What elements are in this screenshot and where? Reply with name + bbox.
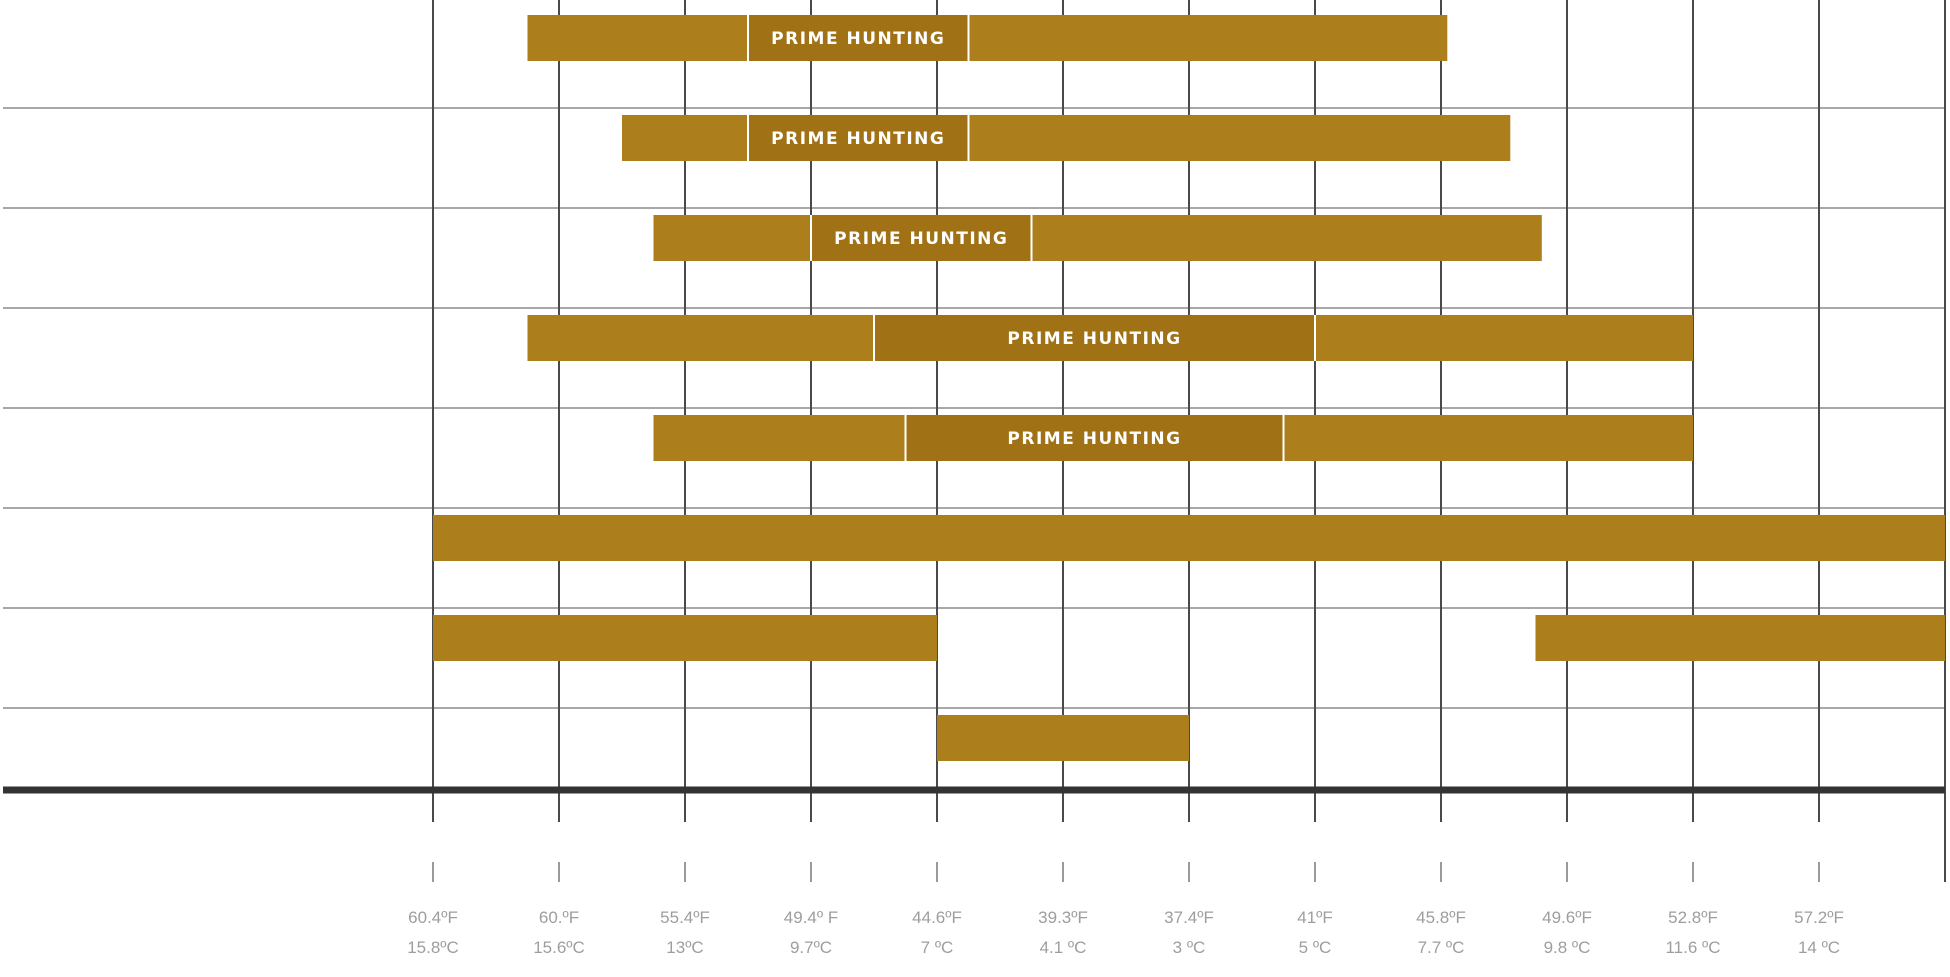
range-bar <box>653 215 1542 261</box>
x-tick-label-celsius: 14 ºC <box>1798 938 1840 957</box>
prime-hunting-label: PRIME HUNTING <box>1007 429 1181 449</box>
bars-layer: PRIME HUNTING PRIME HUNTING PRIME HUNTING P… <box>433 15 1945 761</box>
x-tick-label-celsius: 9.8 ºC <box>1544 938 1591 957</box>
x-tick-label-celsius: 5 ºC <box>1299 938 1332 957</box>
x-tick-label-celsius: 9.7ºC <box>790 938 832 957</box>
x-tick-label-celsius: 7.7 ºC <box>1418 938 1465 957</box>
prime-hunting-segment <box>811 215 1032 261</box>
x-axis-tick-labels: 60.4ºF 15.8ºC 60.ºF 15.6ºC 55.4ºF 13ºC 49.4º F… <box>407 908 1844 957</box>
prime-hunting-segment <box>874 315 1315 361</box>
prime-hunting-label: PRIME HUNTING <box>771 129 945 149</box>
x-tick-label-celsius: 15.8ºC <box>407 938 459 957</box>
range-bar <box>1535 615 1945 661</box>
x-tick-label-fahrenheit: 44.6ºF <box>912 908 962 927</box>
range-bar <box>433 615 937 661</box>
x-tick-label-celsius: 3 ºC <box>1173 938 1206 957</box>
x-tick-label-celsius: 11.6 ºC <box>1665 938 1720 957</box>
range-bar <box>527 15 1448 61</box>
x-tick-label-fahrenheit: 52.8ºF <box>1668 908 1718 927</box>
x-tick-label-fahrenheit: 60.4ºF <box>408 908 458 927</box>
x-axis-ticks <box>432 862 1820 882</box>
x-tick-label-fahrenheit: 60.ºF <box>539 908 579 927</box>
prime-hunting-segment <box>905 415 1284 461</box>
x-tick-label-celsius: 4.1 ºC <box>1040 938 1087 957</box>
x-tick-label-celsius: 15.6ºC <box>533 938 585 957</box>
x-tick-label-fahrenheit: 39.3ºF <box>1038 908 1088 927</box>
x-tick-label-fahrenheit: 49.6ºF <box>1542 908 1592 927</box>
horizontal-gridlines <box>3 107 1945 709</box>
prime-hunting-segment <box>748 15 969 61</box>
x-tick-label-celsius: 13ºC <box>666 938 703 957</box>
x-tick-label-fahrenheit: 57.2ºF <box>1794 908 1844 927</box>
x-tick-label-fahrenheit: 37.4ºF <box>1164 908 1214 927</box>
prime-hunting-label: PRIME HUNTING <box>1007 329 1181 349</box>
prime-hunting-label: PRIME HUNTING <box>834 229 1008 249</box>
prime-hunting-label: PRIME HUNTING <box>771 29 945 49</box>
x-tick-label-fahrenheit: 45.8ºF <box>1416 908 1466 927</box>
prime-hunting-segment <box>748 115 969 161</box>
range-bar <box>937 715 1189 761</box>
x-tick-label-fahrenheit: 41ºF <box>1297 908 1333 927</box>
x-tick-label-fahrenheit: 49.4º F <box>784 908 838 927</box>
x-tick-label-celsius: 7 ºC <box>921 938 954 957</box>
range-bar <box>433 515 1945 561</box>
x-tick-label-fahrenheit: 55.4ºF <box>660 908 710 927</box>
